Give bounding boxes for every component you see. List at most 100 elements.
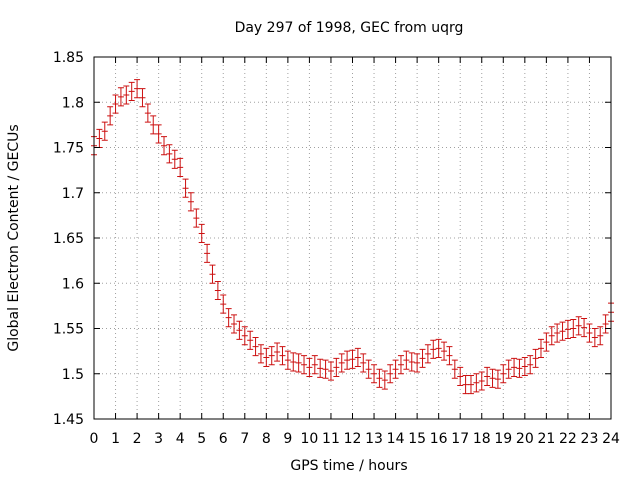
data-point xyxy=(290,352,297,372)
data-point xyxy=(231,314,238,334)
data-point xyxy=(408,352,415,372)
data-point xyxy=(387,364,394,384)
data-point xyxy=(478,371,485,391)
grid xyxy=(94,57,611,419)
data-point xyxy=(446,346,453,366)
x-tick-label: 4 xyxy=(176,431,185,447)
x-axis-label: GPS time / hours xyxy=(290,458,407,474)
x-tick-label: 16 xyxy=(430,431,448,447)
data-point xyxy=(403,350,410,370)
data-point xyxy=(489,368,496,388)
y-tick-label: 1.5 xyxy=(62,367,84,383)
x-tick-label: 3 xyxy=(154,431,163,447)
data-point xyxy=(187,192,194,212)
y-tick-label: 1.7 xyxy=(62,186,84,202)
data-point xyxy=(511,357,518,377)
data-point xyxy=(279,346,286,366)
data-point xyxy=(559,321,566,341)
data-point xyxy=(117,87,124,107)
data-point xyxy=(311,355,318,375)
data-point xyxy=(301,355,308,375)
x-tick-label: 5 xyxy=(197,431,206,447)
y-tick-label: 1.8 xyxy=(62,95,84,111)
data-point xyxy=(430,339,437,359)
y-tick-label: 1.65 xyxy=(53,231,84,247)
data-point xyxy=(193,208,200,228)
y-tick-label: 1.75 xyxy=(53,141,84,157)
data-point xyxy=(597,326,604,346)
data-point xyxy=(317,358,324,378)
data-point xyxy=(177,157,184,177)
data-point xyxy=(602,314,609,334)
data-point xyxy=(349,349,356,369)
x-tick-label: 18 xyxy=(473,431,491,447)
data-point xyxy=(295,353,302,373)
data-point xyxy=(532,348,539,368)
data-point xyxy=(209,264,216,284)
data-point xyxy=(252,337,259,357)
data-point xyxy=(365,359,372,379)
data-point xyxy=(220,294,227,314)
data-point xyxy=(263,347,270,368)
data-point xyxy=(371,364,378,384)
y-tick-label: 1.6 xyxy=(62,276,84,292)
x-tick-label: 2 xyxy=(133,431,142,447)
x-tick-label: 17 xyxy=(451,431,469,447)
data-point xyxy=(527,355,534,375)
x-tick-label: 24 xyxy=(602,431,620,447)
data-point xyxy=(494,369,501,389)
y-axis-label: Global Electron Content / GECUs xyxy=(6,124,22,351)
x-tick-label: 23 xyxy=(581,431,599,447)
x-tick-label: 11 xyxy=(322,431,340,447)
data-point xyxy=(107,106,114,126)
data-point xyxy=(338,353,345,373)
data-point xyxy=(581,318,588,338)
data-point xyxy=(144,103,151,123)
data-point xyxy=(575,316,582,336)
data-point xyxy=(182,178,189,198)
y-tick-label: 1.85 xyxy=(53,50,84,66)
x-tick-label: 19 xyxy=(494,431,512,447)
data-point xyxy=(435,338,442,358)
y-tick-label: 1.55 xyxy=(53,322,84,338)
data-point xyxy=(268,346,275,366)
x-tick-label: 7 xyxy=(240,431,249,447)
data-point xyxy=(161,136,168,156)
data-point xyxy=(214,280,221,301)
data-point xyxy=(381,370,388,390)
data-point xyxy=(505,359,512,379)
data-series xyxy=(91,79,614,395)
data-point xyxy=(376,368,383,388)
data-point xyxy=(344,350,351,370)
data-point xyxy=(171,149,178,169)
data-point xyxy=(451,359,458,379)
data-point xyxy=(134,79,141,99)
data-point xyxy=(473,373,480,393)
data-point xyxy=(241,326,248,346)
data-point xyxy=(112,94,119,114)
data-point xyxy=(462,375,469,395)
data-point xyxy=(397,355,404,375)
x-tick-label: 9 xyxy=(283,431,292,447)
data-point xyxy=(101,121,108,141)
data-point xyxy=(150,115,157,135)
data-point xyxy=(554,323,561,343)
x-tick-label: 15 xyxy=(408,431,426,447)
data-point xyxy=(225,308,232,328)
data-point xyxy=(586,323,593,343)
data-point xyxy=(548,326,555,346)
data-point xyxy=(166,144,173,164)
data-point xyxy=(327,361,334,381)
data-point xyxy=(322,359,329,379)
x-tick-label: 1 xyxy=(111,431,120,447)
data-point xyxy=(457,366,464,387)
data-point xyxy=(570,318,577,339)
data-point xyxy=(236,320,243,340)
data-point xyxy=(306,357,313,377)
chart-title: Day 297 of 1998, GEC from uqrg xyxy=(235,20,464,36)
data-point xyxy=(414,353,421,373)
data-point xyxy=(392,359,399,379)
x-tick-label: 0 xyxy=(90,431,99,447)
data-point xyxy=(155,124,162,144)
